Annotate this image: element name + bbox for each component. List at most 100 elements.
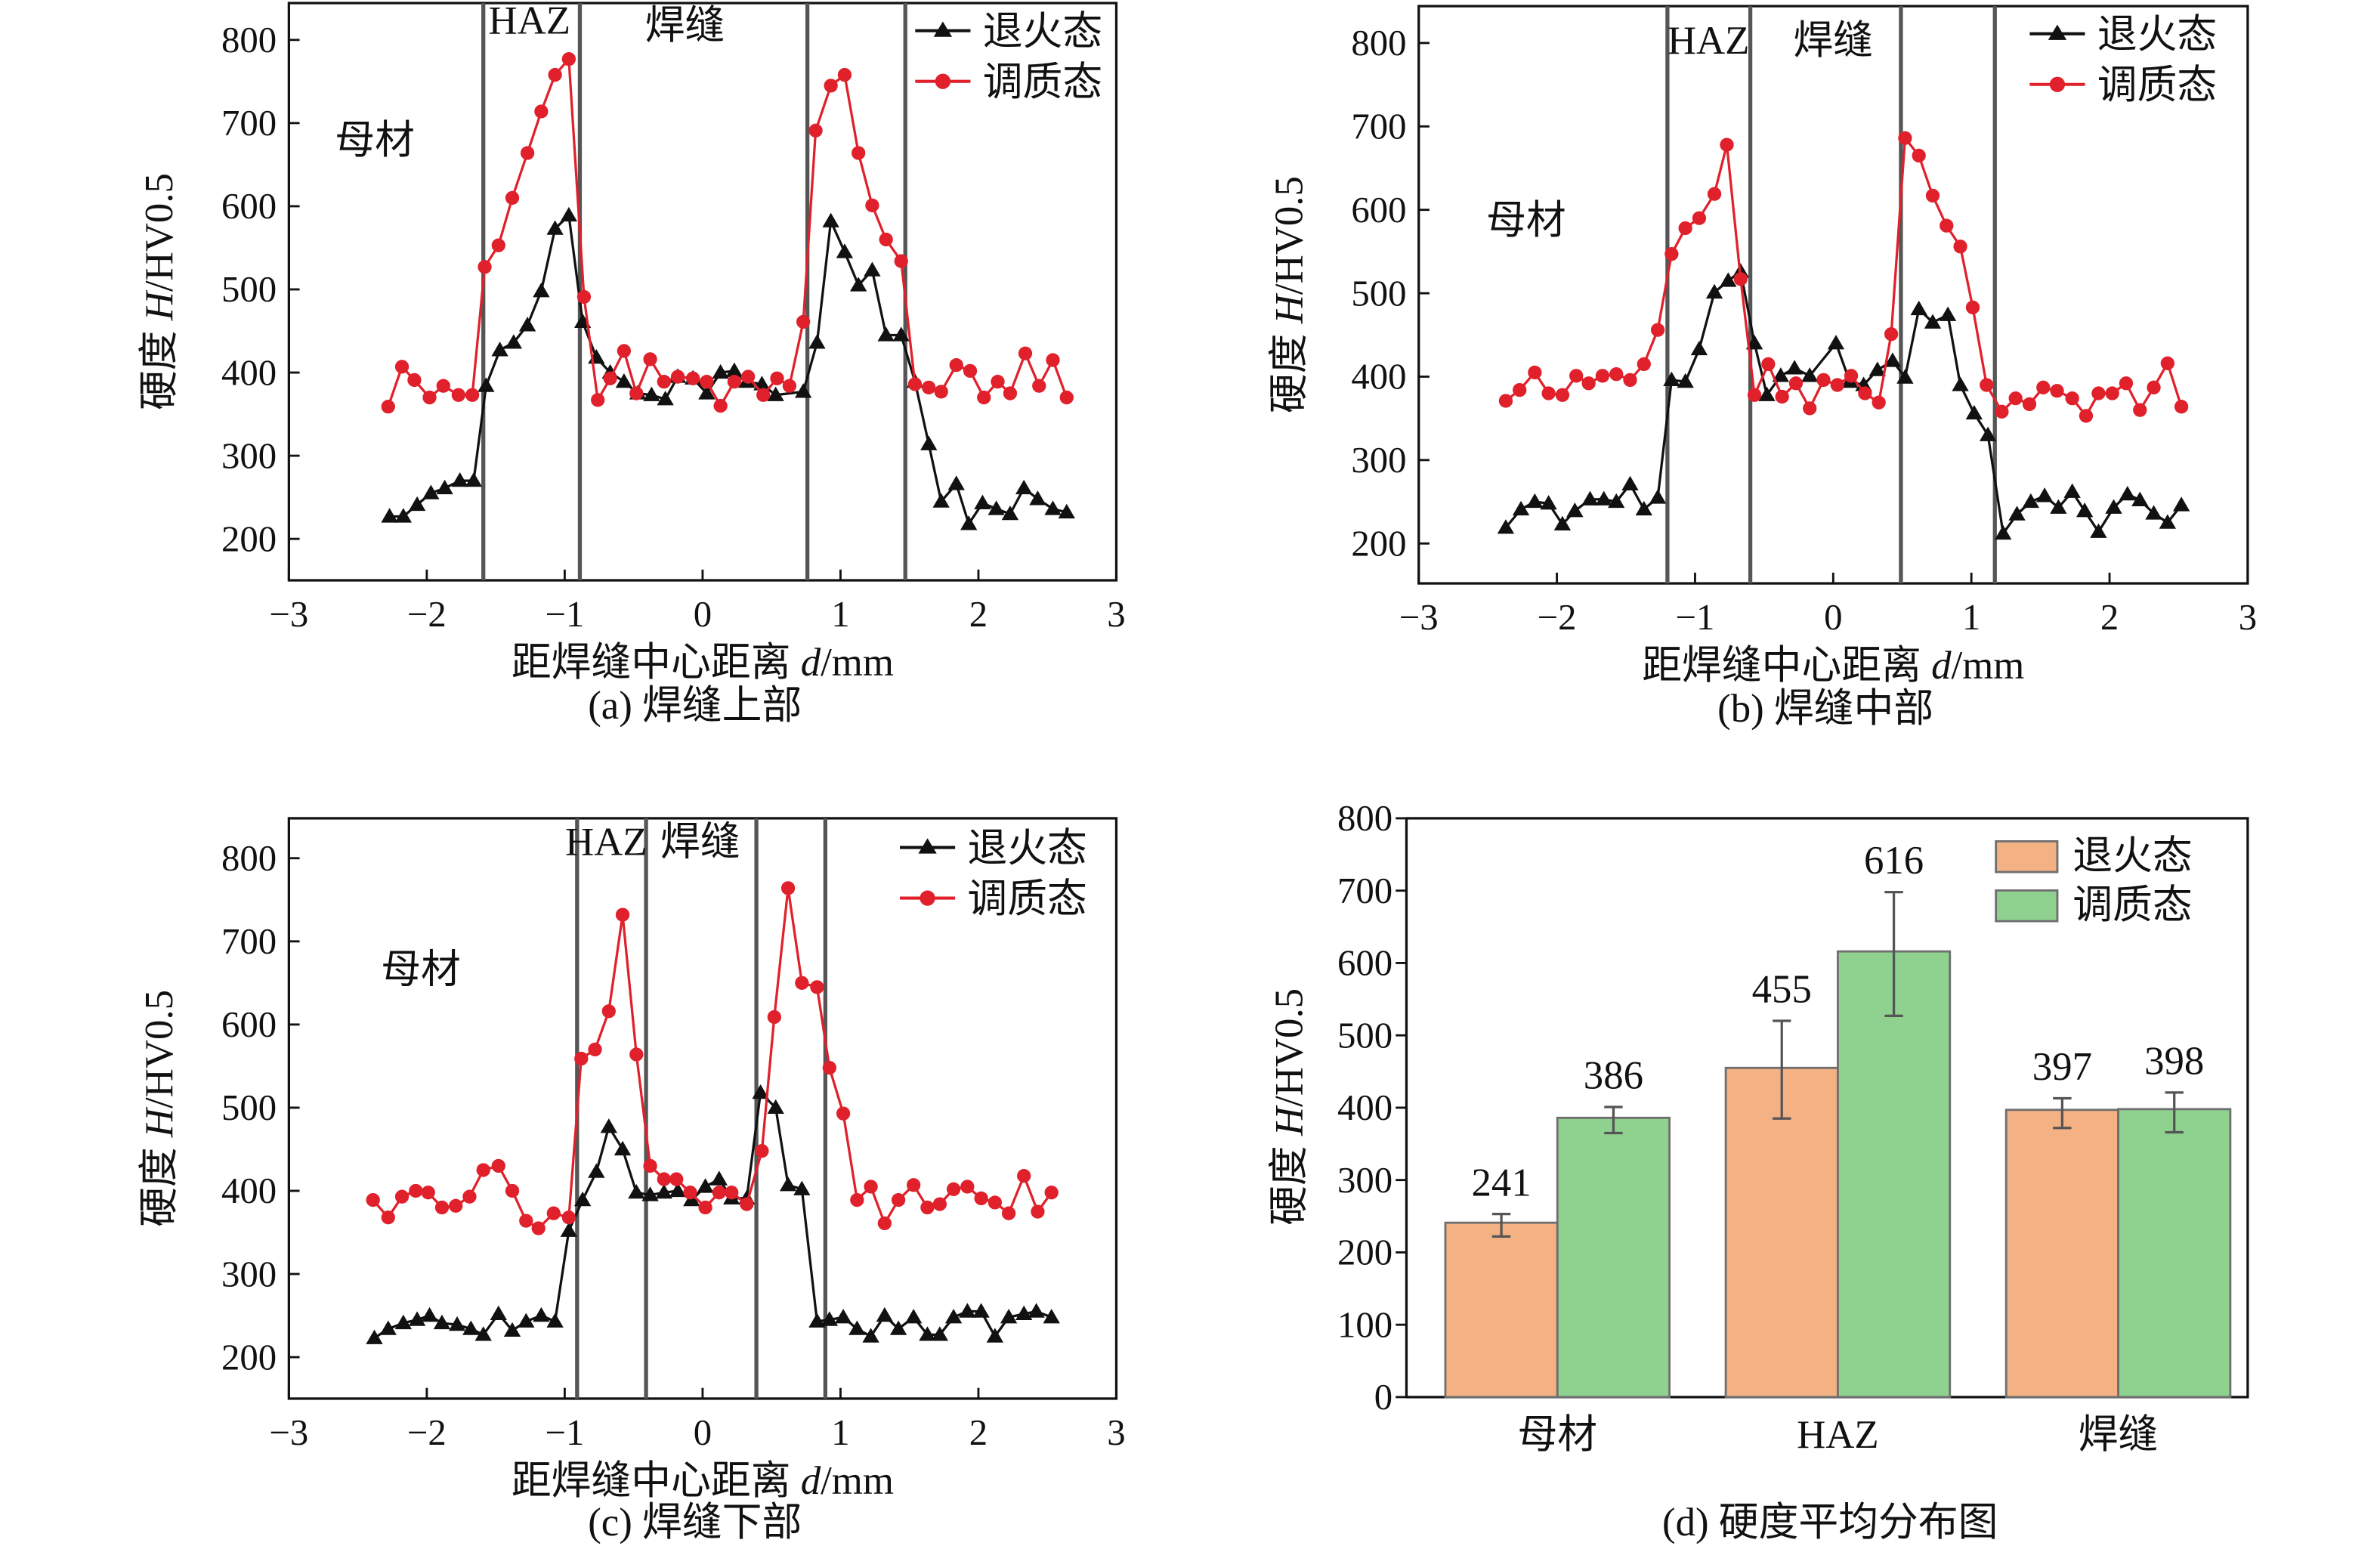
data-point-circle — [434, 1200, 450, 1215]
data-point-triangle — [2022, 493, 2039, 509]
y-axis-label-part: 硬度 — [138, 1137, 181, 1227]
data-point-triangle — [1043, 1309, 1060, 1324]
y-tick-label: 700 — [1351, 107, 1406, 147]
legend-marker-circle — [920, 890, 935, 906]
data-point-circle — [949, 357, 963, 373]
y-tick-label: 400 — [1337, 1087, 1392, 1128]
x-tick-label: 3 — [2239, 597, 2257, 638]
zone-annotation: 母材 — [381, 948, 461, 991]
data-point-triangle — [490, 1305, 507, 1320]
y-tick-label: 300 — [1337, 1160, 1392, 1201]
y-axis-label: 硬度 H/HV0.5 — [138, 173, 181, 410]
x-tick-label: −1 — [1676, 597, 1715, 638]
data-point-triangle — [657, 391, 674, 406]
data-point-circle — [407, 373, 422, 388]
data-point-circle — [465, 388, 480, 402]
data-point-circle — [615, 908, 630, 922]
data-point-circle — [617, 344, 632, 358]
data-point-circle — [770, 371, 784, 385]
data-point-triangle — [478, 377, 495, 392]
bar-value-label: 241 — [1472, 1161, 1532, 1204]
data-point-triangle — [986, 1328, 1004, 1343]
data-point-circle — [1046, 353, 1060, 367]
panel-caption: (b) 焊缝中部 — [1717, 687, 1933, 731]
data-point-triangle — [491, 342, 508, 357]
series-line-1 — [387, 56, 1068, 409]
x-tick-label: 2 — [2100, 597, 2119, 638]
zone-annotation: 母材 — [1486, 199, 1566, 243]
data-point-triangle — [698, 385, 716, 400]
data-point-triangle — [767, 386, 784, 401]
data-point-circle — [476, 1163, 490, 1177]
y-axis-label: 硬度 H/HV0.5 — [138, 990, 181, 1227]
data-point-triangle — [1690, 340, 1708, 356]
data-point-triangle — [1553, 515, 1572, 530]
zone-annotation: 焊缝 — [645, 4, 725, 48]
bar — [2117, 1108, 2232, 1399]
data-point-circle — [1003, 386, 1018, 400]
y-tick-label: 600 — [1351, 190, 1406, 230]
y-tick-label: 300 — [1351, 440, 1406, 481]
y-tick-label: 100 — [1337, 1304, 1392, 1345]
category-label: HAZ — [1797, 1413, 1879, 1457]
data-point-circle — [1650, 323, 1665, 337]
data-point-circle — [2105, 386, 2119, 400]
y-tick-label: 700 — [221, 921, 277, 962]
data-point-circle — [977, 390, 991, 405]
data-point-triangle — [877, 326, 895, 342]
data-point-triangle — [1581, 490, 1599, 506]
data-point-circle — [531, 1221, 546, 1235]
data-point-circle — [850, 1192, 864, 1207]
data-point-circle — [534, 104, 549, 119]
y-axis-label-part: 硬度 — [1267, 323, 1311, 413]
data-point-triangle — [655, 1184, 672, 1199]
data-point-circle — [1884, 327, 1899, 342]
bar-value-label: 386 — [1584, 1054, 1643, 1098]
data-point-circle — [852, 146, 866, 160]
data-point-triangle — [2076, 502, 2094, 518]
data-point-triangle — [546, 220, 564, 235]
legend-label: 调质态 — [967, 877, 1086, 921]
legend-label: 退火态 — [2072, 834, 2192, 878]
y-tick-label: 500 — [221, 269, 277, 310]
y-tick-label: 800 — [1337, 798, 1392, 839]
data-point-triangle — [615, 373, 633, 388]
series-line-1 — [372, 888, 1053, 1230]
legend-swatch — [1995, 889, 2059, 923]
data-point-circle — [1980, 378, 1994, 392]
legend-label: 调质态 — [2072, 883, 2192, 927]
data-point-triangle — [1497, 519, 1515, 534]
data-point-triangle — [1910, 300, 1927, 316]
data-point-triangle — [1705, 283, 1723, 299]
y-tick-label: 200 — [1337, 1232, 1392, 1273]
y-axis-label-italic: H — [1267, 1105, 1311, 1136]
y-axis-label-part: /HV0.5 — [138, 173, 181, 292]
data-point-triangle — [533, 283, 550, 298]
data-point-circle — [561, 1211, 576, 1225]
y-tick-label: 400 — [221, 1170, 277, 1211]
data-point-circle — [1001, 1206, 1016, 1220]
x-tick-label: 3 — [1107, 594, 1125, 635]
data-point-circle — [712, 1186, 726, 1200]
data-point-triangle — [641, 1186, 659, 1201]
data-point-triangle — [436, 479, 453, 495]
data-point-triangle — [1512, 500, 1530, 516]
data-point-circle — [1637, 357, 1651, 372]
x-tick-label: −3 — [1399, 597, 1439, 638]
data-point-circle — [1513, 382, 1527, 397]
x-axis-label-italic: d — [801, 1459, 821, 1503]
data-point-circle — [1707, 187, 1722, 201]
data-point-circle — [864, 1180, 878, 1194]
data-point-circle — [795, 976, 809, 990]
data-point-triangle — [2119, 485, 2136, 501]
data-point-circle — [1018, 346, 1033, 360]
data-point-triangle — [381, 508, 398, 523]
data-point-triangle — [1801, 367, 1819, 382]
data-point-circle — [1965, 300, 1980, 314]
bar-value-label: 455 — [1752, 968, 1812, 1012]
legend-marker-triangle — [918, 838, 937, 854]
data-point-triangle — [1827, 335, 1845, 350]
data-point-circle — [1995, 404, 2009, 419]
data-point-triangle — [379, 1320, 397, 1335]
x-axis-label: 距焊缝中心距离 d/mm — [1642, 644, 2024, 688]
